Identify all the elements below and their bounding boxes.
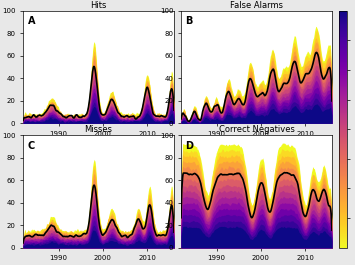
Title: Hits: Hits xyxy=(90,1,107,10)
Text: C: C xyxy=(28,141,35,151)
Title: False Alarms: False Alarms xyxy=(230,1,283,10)
Title: Misses: Misses xyxy=(84,125,113,134)
Text: D: D xyxy=(186,141,193,151)
Text: B: B xyxy=(186,16,193,26)
Title: Correct Negatives: Correct Negatives xyxy=(219,125,294,134)
Text: A: A xyxy=(28,16,35,26)
